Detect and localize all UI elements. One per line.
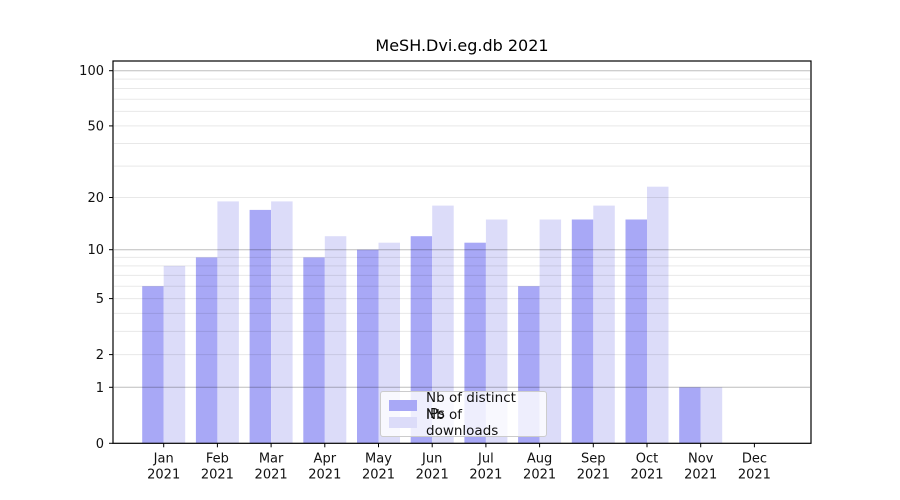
- bar-distinct-ips-apr: [303, 257, 325, 444]
- legend-item-distinct-ips: Nb of distinct IPs: [389, 390, 538, 422]
- x-tick-label-month: May: [365, 451, 392, 466]
- bar-distinct-ips-nov: [679, 387, 701, 444]
- bar-downloads-mar: [271, 201, 293, 444]
- y-tick-label: 2: [96, 348, 104, 363]
- legend-label-distinct-ips: Nb of distinct IPs: [426, 389, 516, 422]
- x-tick-label-month: Oct: [636, 451, 658, 466]
- y-tick-label: 0: [96, 437, 104, 452]
- bar-distinct-ips-may: [357, 249, 379, 444]
- x-tick-label-year: 2021: [308, 467, 341, 482]
- bar-downloads-sep: [593, 205, 615, 444]
- bar-downloads-apr: [324, 236, 347, 444]
- bar-downloads-oct: [647, 186, 669, 444]
- x-tick-label-month: Jun: [421, 451, 442, 466]
- x-tick-label-month: Aug: [527, 451, 552, 466]
- x-tick-label-month: Apr: [314, 451, 337, 466]
- x-tick-label-year: 2021: [630, 467, 663, 482]
- x-tick-label-year: 2021: [255, 467, 288, 482]
- plot-border: [112, 60, 812, 444]
- legend-label-downloads: Nb of downloads: [426, 406, 499, 439]
- legend-item-downloads: Nb of downloads: [389, 407, 538, 439]
- legend: Nb of distinct IPs Nb of downloads: [380, 390, 547, 439]
- x-tick-label-month: Jul: [477, 451, 494, 466]
- y-tick-label: 5: [96, 292, 104, 307]
- x-tick-label-year: 2021: [362, 467, 395, 482]
- bar-downloads-jan: [163, 265, 186, 444]
- x-tick-label-month: Nov: [688, 451, 714, 466]
- x-tick-label-year: 2021: [738, 467, 771, 482]
- x-tick-label-month: Feb: [206, 451, 229, 466]
- x-tick-label-year: 2021: [577, 467, 610, 482]
- x-tick-label-month: Mar: [259, 451, 284, 466]
- y-tick-label: 100: [79, 64, 104, 79]
- bar-downloads-feb: [217, 201, 239, 444]
- y-tick-label: 20: [87, 191, 104, 206]
- bar-distinct-ips-mar: [249, 209, 272, 444]
- x-tick-label-year: 2021: [201, 467, 234, 482]
- bar-distinct-ips-sep: [571, 219, 594, 444]
- bar-distinct-ips-feb: [195, 257, 218, 444]
- bar-distinct-ips-oct: [625, 219, 647, 444]
- bar-distinct-ips-jan: [142, 286, 164, 444]
- bar-downloads-nov: [700, 387, 723, 444]
- legend-swatch-downloads: [389, 417, 417, 428]
- x-tick-label-month: Dec: [742, 451, 767, 466]
- y-tick-label: 50: [87, 119, 104, 134]
- x-tick-label-year: 2021: [416, 467, 449, 482]
- bar-downloads-jun: [432, 205, 454, 444]
- y-tick-label: 10: [87, 243, 104, 258]
- y-tick-label: 1: [96, 381, 104, 396]
- x-tick-label-year: 2021: [469, 467, 502, 482]
- chart-title: MeSH.Dvi.eg.db 2021: [375, 36, 549, 55]
- x-tick-label-month: Jan: [153, 451, 174, 466]
- x-tick-label-year: 2021: [147, 467, 180, 482]
- x-tick-label-year: 2021: [523, 467, 556, 482]
- bar-downloads-jul: [485, 219, 508, 444]
- x-tick-label-year: 2021: [684, 467, 717, 482]
- legend-swatch-distinct-ips: [389, 400, 417, 411]
- x-tick-label-month: Sep: [581, 451, 606, 466]
- bar-downloads-aug: [539, 219, 562, 444]
